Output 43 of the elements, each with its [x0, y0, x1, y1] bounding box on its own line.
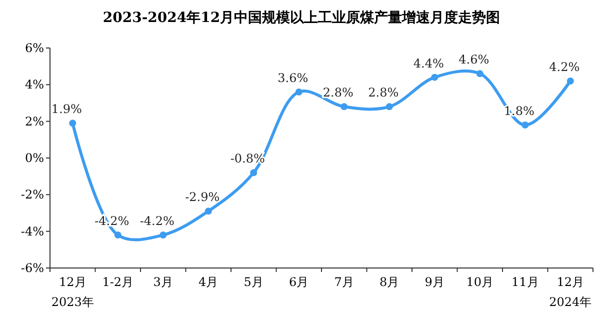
text: 2024年	[549, 295, 592, 309]
data-label: -4.2%	[140, 214, 174, 228]
chart-title: 2023-2024年12月中国规模以上工业原煤产量增速月度走势图	[102, 9, 500, 26]
x-tick-label: 3月	[153, 275, 173, 289]
point	[566, 78, 574, 84]
y-tick-label: -2%	[20, 188, 44, 202]
point	[69, 120, 76, 127]
point	[204, 208, 212, 215]
point	[295, 88, 302, 96]
data-label: 4.4%	[413, 56, 444, 70]
point	[386, 103, 393, 110]
x-tick-label: 8月	[380, 275, 400, 289]
data-label: 2.8%	[322, 86, 354, 100]
y-tick-label: -4%	[20, 224, 44, 238]
point	[340, 103, 348, 110]
x-tick-label: 12月	[556, 275, 584, 289]
data-label: 2.8%	[368, 86, 399, 100]
data-label: 3.6%	[278, 71, 308, 85]
y-tick-label: 4%	[24, 78, 44, 92]
x-tick-label: 11月	[511, 275, 539, 289]
x-tick-label: 1-2月	[102, 275, 134, 289]
x-tick-label: 4月	[198, 275, 218, 289]
x-tick-label: 9月	[424, 275, 444, 289]
data-label: 1.9%	[51, 102, 82, 116]
x-tick-label: 7月	[334, 275, 354, 289]
point	[160, 232, 167, 238]
y-tick-label: 2%	[24, 114, 44, 128]
point	[431, 74, 438, 81]
data-label: 4.2%	[549, 60, 580, 74]
y-tick-label: -6%	[20, 261, 44, 275]
data-label: 4.6%	[458, 52, 490, 67]
point	[522, 122, 529, 128]
text: 2023年	[51, 295, 94, 309]
data-label: -2.9%	[185, 190, 220, 204]
x-tick-label: 12月	[58, 275, 86, 289]
y-tick-label: 0%	[24, 151, 44, 165]
point	[250, 169, 258, 176]
y-tick-label: 6%	[24, 41, 44, 55]
x-tick-label: 10月	[466, 275, 494, 289]
x-tick-label: 6月	[289, 275, 309, 289]
point	[114, 232, 122, 238]
x-tick-label: 5月	[244, 275, 264, 289]
point	[476, 70, 484, 78]
